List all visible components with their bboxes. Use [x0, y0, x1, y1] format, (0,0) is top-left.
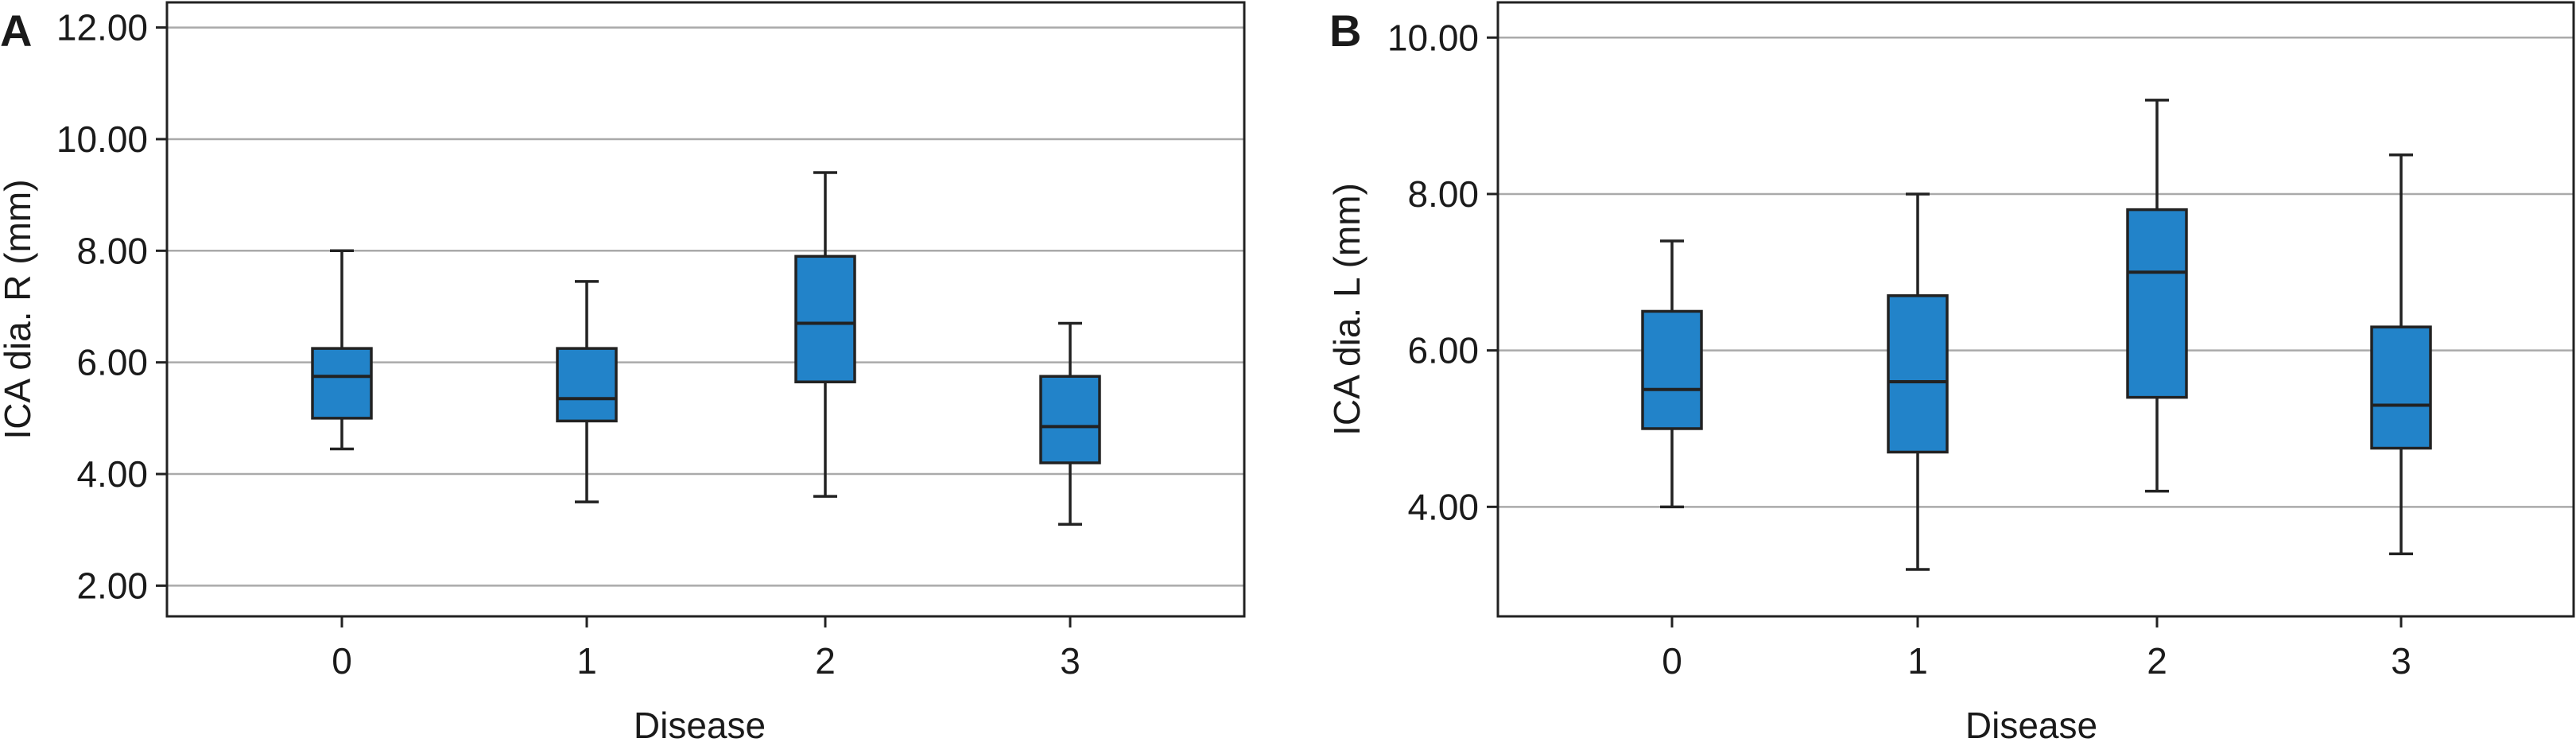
- x-tick-label: 0: [332, 640, 352, 682]
- x-tick-label: 0: [1662, 640, 1682, 682]
- panel-a-grid: [167, 26, 1244, 587]
- iqr-box: [2370, 325, 2432, 450]
- panel-a-label: A: [0, 6, 32, 56]
- iqr-box: [1887, 294, 1949, 454]
- box-0: [311, 249, 373, 451]
- box-1: [556, 280, 618, 503]
- panel-b-x-axis-title: Disease: [1965, 705, 2097, 742]
- iqr-box: [556, 347, 618, 423]
- iqr-box: [1039, 375, 1101, 464]
- panel-b-xticks: 0 1 2 3: [1662, 616, 2411, 682]
- panel-b-yticks: 4.00 6.00 8.00 10.00: [1387, 17, 1498, 527]
- y-tick-label: 4.00: [1407, 486, 1479, 527]
- panel-b-plot-frame: [1496, 1, 2575, 618]
- iqr-box: [311, 347, 373, 420]
- iqr-box: [1641, 309, 1703, 430]
- x-tick-label: 3: [2391, 640, 2411, 682]
- y-tick-label: 6.00: [1407, 330, 1479, 371]
- y-tick-label: 4.00: [76, 453, 148, 495]
- panel-a-plot-frame: [165, 1, 1246, 618]
- x-tick-label: 2: [2147, 640, 2167, 682]
- panel-a-yticks: 2.00 4.00 6.00 8.00 10.00 12.00: [56, 7, 167, 606]
- y-tick-label: 8.00: [1407, 173, 1479, 215]
- box-2: [2126, 99, 2188, 493]
- y-tick-label: 2.00: [76, 565, 148, 606]
- y-tick-label: 6.00: [76, 342, 148, 383]
- panel-b: B 4.00 6.00 8.00 10.00 0 1 2 3 Disease ICA dia…: [1326, 1, 2575, 742]
- y-tick-label: 12.00: [56, 7, 148, 49]
- x-tick-label: 3: [1060, 640, 1080, 682]
- panel-b-boxes: [1641, 99, 2432, 571]
- x-tick-label: 1: [1907, 640, 1928, 682]
- panel-a-boxes: [311, 171, 1101, 526]
- y-tick-label: 10.00: [56, 118, 148, 160]
- panel-b-y-axis-title: ICA dia. L (mm): [1326, 183, 1368, 436]
- panel-a-y-axis-title: ICA dia. R (mm): [0, 179, 38, 439]
- box-3: [2370, 153, 2432, 556]
- box-1: [1887, 192, 1949, 571]
- y-tick-label: 10.00: [1387, 17, 1479, 58]
- x-tick-label: 2: [815, 640, 836, 682]
- box-0: [1641, 239, 1703, 509]
- iqr-box: [2126, 208, 2188, 399]
- panel-b-label: B: [1329, 6, 1361, 56]
- panel-a-xticks: 0 1 2 3: [332, 616, 1080, 682]
- iqr-box: [794, 254, 856, 383]
- box-3: [1039, 321, 1101, 526]
- x-tick-label: 1: [576, 640, 597, 682]
- y-tick-label: 8.00: [76, 230, 148, 271]
- panel-a: A 2.00 4.00 6.00 8.00 10.00 12.00 0 1 2 3 Diseas…: [0, 1, 1246, 742]
- box-2: [794, 171, 856, 498]
- panel-a-x-axis-title: Disease: [634, 705, 766, 742]
